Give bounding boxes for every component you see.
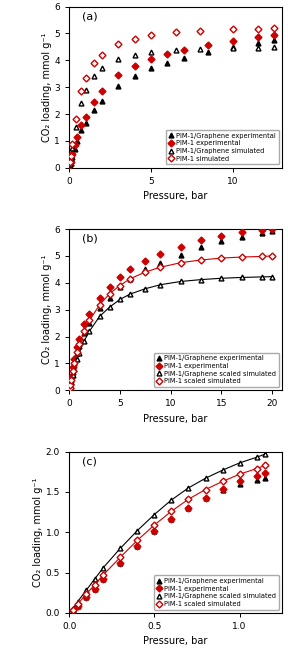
Text: (c): (c) — [82, 456, 97, 466]
Y-axis label: CO₂ loading, mmol g⁻¹: CO₂ loading, mmol g⁻¹ — [41, 255, 52, 364]
Y-axis label: CO₂ loading, mmol g⁻¹: CO₂ loading, mmol g⁻¹ — [33, 477, 43, 587]
Legend: PIM-1/Graphene experimental, PIM-1 experimental, PIM-1/Graphene scaled simulated: PIM-1/Graphene experimental, PIM-1 exper… — [154, 353, 279, 387]
Text: (b): (b) — [82, 234, 98, 244]
Legend: PIM-1/Graphene experimental, PIM-1 experimental, PIM-1/Graphene scaled simulated: PIM-1/Graphene experimental, PIM-1 exper… — [154, 575, 279, 610]
X-axis label: Pressure, bar: Pressure, bar — [143, 192, 208, 201]
Text: (a): (a) — [82, 11, 98, 22]
X-axis label: Pressure, bar: Pressure, bar — [143, 636, 208, 647]
X-axis label: Pressure, bar: Pressure, bar — [143, 414, 208, 424]
Legend: PIM-1/Graphene experimental, PIM-1 experimental, PIM-1/Graphene simulated, PIM-1: PIM-1/Graphene experimental, PIM-1 exper… — [166, 130, 279, 164]
Y-axis label: CO₂ loading, mmol g⁻¹: CO₂ loading, mmol g⁻¹ — [41, 33, 52, 142]
